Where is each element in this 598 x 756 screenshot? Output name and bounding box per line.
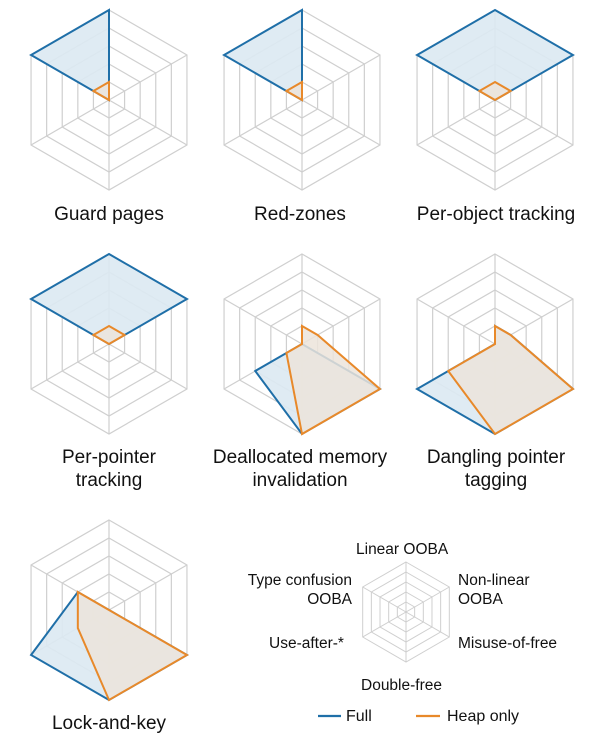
chart-title-per-pointer-tracking: Per-pointer tracking xyxy=(62,447,156,491)
chart-guard-pages-grid-spoke-5 xyxy=(30,99,110,146)
key-radar-grid-spoke-3 xyxy=(405,611,450,638)
chart-red-zones-grid-spoke-2 xyxy=(301,54,381,101)
key-axis-label-misuse-of-free: Misuse-of-free xyxy=(458,635,558,652)
chart-guard-pages-series-full xyxy=(29,8,110,102)
chart-red-zones-series-heap-only xyxy=(284,80,303,102)
chart-title-guard-pages: Guard pages xyxy=(54,204,164,225)
chart-guard-pages-series-heap-only xyxy=(91,80,110,102)
chart-title-lock-and-key: Lock-and-key xyxy=(51,713,167,734)
chart-title-dangling-pointer-tagging: Dangling pointer tagging xyxy=(426,447,566,491)
chart-deallocated-memory-invalidation-series-heap-only xyxy=(285,324,382,436)
chart-per-pointer-tracking-series-heap-only xyxy=(91,324,127,346)
chart-per-pointer-tracking-grid-spoke-3 xyxy=(108,343,188,390)
key-radar-grid-spoke-6 xyxy=(362,586,407,613)
chart-dangling-pointer-tagging-grid-spoke-6 xyxy=(416,298,496,345)
key-axis-label-nonlinear-ooba: Non-linear OOBA xyxy=(458,572,530,608)
key-axis-label-use-after: Use-after-* xyxy=(269,635,344,652)
key-axis-label-double-free: Double-free xyxy=(361,677,442,694)
chart-per-object-tracking-grid-spoke-3 xyxy=(494,99,574,146)
chart-lock-and-key-series-heap-only xyxy=(76,590,189,702)
chart-deallocated-memory-invalidation-grid-spoke-6 xyxy=(223,298,303,345)
chart-title-per-object-tracking: Per-object tracking xyxy=(416,204,576,225)
key-axis-label-type-confusion-ooba: Type confusion OOBA xyxy=(247,572,352,608)
key-radar-grid-spoke-5 xyxy=(362,611,407,638)
key-axis-label-linear-ooba: Linear OOBA xyxy=(356,541,449,558)
chart-per-pointer-tracking-grid-spoke-5 xyxy=(30,343,110,390)
chart-per-object-tracking-series-heap-only xyxy=(477,80,513,102)
chart-dangling-pointer-tagging-series-heap-only xyxy=(446,324,575,436)
legend-label-full: Full xyxy=(346,708,372,725)
chart-red-zones-grid-spoke-5 xyxy=(223,99,303,146)
legend-label-heap-only: Heap only xyxy=(447,708,520,725)
key-radar-grid-spoke-2 xyxy=(405,586,450,613)
chart-guard-pages-grid-spoke-2 xyxy=(108,54,188,101)
chart-guard-pages-grid-spoke-3 xyxy=(108,99,188,146)
chart-red-zones-grid-spoke-3 xyxy=(301,99,381,146)
chart-lock-and-key-grid-spoke-2 xyxy=(108,564,188,611)
chart-per-object-tracking-grid-spoke-5 xyxy=(416,99,496,146)
chart-red-zones-series-full xyxy=(222,8,303,102)
chart-title-red-zones: Red-zones xyxy=(254,204,346,225)
chart-title-deallocated-memory-invalidation: Deallocated memory invalidation xyxy=(212,447,388,491)
